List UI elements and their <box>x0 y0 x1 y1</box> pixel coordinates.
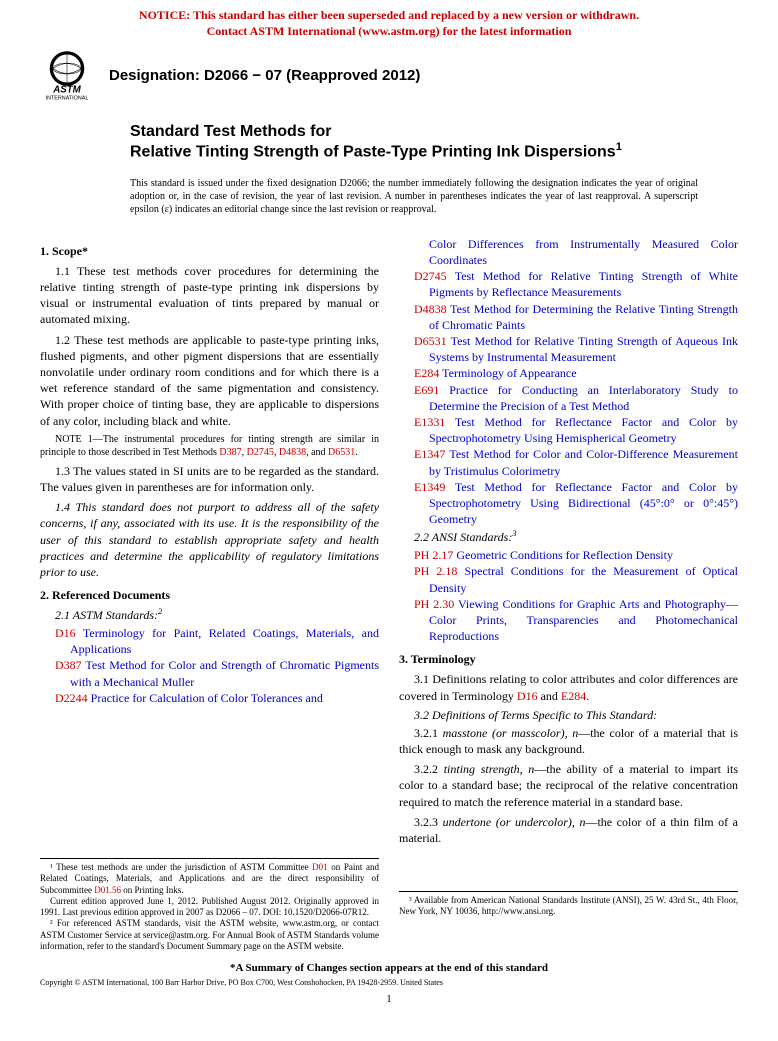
scope-1-3: 1.3 The values stated in SI units are to… <box>40 463 379 495</box>
summary-note: *A Summary of Changes section appears at… <box>40 962 738 974</box>
link-committee-d01[interactable]: D01 <box>312 862 328 872</box>
reference-E284: E284 Terminology of Appearance <box>399 365 738 381</box>
reference-D4838: D4838 Test Method for Determining the Re… <box>399 301 738 333</box>
right-column: Color Differences from Instrumentally Me… <box>399 236 738 850</box>
svg-text:INTERNATIONAL: INTERNATIONAL <box>46 95 89 101</box>
term-3-2-3: 3.2.3 undertone (or undercolor), n—the c… <box>399 814 738 846</box>
reference-E691: E691 Practice for Conducting an Interlab… <box>399 382 738 414</box>
footnote-3: ³ Available from American National Stand… <box>399 895 738 918</box>
ref-code-D4838[interactable]: D4838 <box>414 302 447 316</box>
ansi-refs: PH 2.17 Geometric Conditions for Reflect… <box>399 547 738 644</box>
scope-1-4: 1.4 This standard does not purport to ad… <box>40 499 379 580</box>
notice-banner: NOTICE: This standard has either been su… <box>40 0 738 43</box>
ref-text-E691[interactable]: Practice for Conducting an Interlaborato… <box>429 383 738 413</box>
ref-code-E691[interactable]: E691 <box>414 383 439 397</box>
note-1: NOTE 1—The instrumental procedures for t… <box>40 433 379 459</box>
astm-standards-sub: 2.1 ASTM Standards:2 <box>40 607 379 623</box>
term-3-2-1: 3.2.1 masstone (or masscolor), n—the col… <box>399 725 738 757</box>
ref-code-D2745[interactable]: D2745 <box>414 269 447 283</box>
ansi-standards-sub: 2.2 ANSI Standards:3 <box>399 529 738 545</box>
d2244-continuation: Color Differences from Instrumentally Me… <box>399 236 738 268</box>
copyright: Copyright © ASTM International, 100 Barr… <box>40 978 738 987</box>
ref-code-PH 2.17[interactable]: PH 2.17 <box>414 548 453 562</box>
page-number: 1 <box>40 993 738 1005</box>
footnotes: ¹ These test methods are under the juris… <box>40 858 738 952</box>
notice-line2: Contact ASTM International (www.astm.org… <box>207 24 572 38</box>
ref-text-D2745[interactable]: Test Method for Relative Tinting Strengt… <box>429 269 738 299</box>
issue-disclaimer: This standard is issued under the fixed … <box>130 177 698 216</box>
ref-text-E1331[interactable]: Test Method for Reflectance Factor and C… <box>429 415 738 445</box>
link-e284[interactable]: E284 <box>561 689 586 703</box>
reference-PH 2.17: PH 2.17 Geometric Conditions for Reflect… <box>399 547 738 563</box>
ref-code-E1349[interactable]: E1349 <box>414 480 445 494</box>
footnote-1b: Current edition approved June 1, 2012. P… <box>40 896 379 919</box>
title-main: Relative Tinting Strength of Paste-Type … <box>130 141 738 162</box>
scope-1-2: 1.2 These test methods are applicable to… <box>40 332 379 429</box>
link-d6531[interactable]: D6531 <box>328 447 355 458</box>
astm-refs-right: D2745 Test Method for Relative Tinting S… <box>399 268 738 527</box>
title-block: Standard Test Methods for Relative Tinti… <box>130 122 738 162</box>
reference-PH 2.30: PH 2.30 Viewing Conditions for Graphic A… <box>399 596 738 645</box>
reference-E1347: E1347 Test Method for Color and Color-Di… <box>399 446 738 478</box>
ref-text-E1349[interactable]: Test Method for Reflectance Factor and C… <box>429 480 738 526</box>
reference-PH 2.18: PH 2.18 Spectral Conditions for the Meas… <box>399 563 738 595</box>
title-pre: Standard Test Methods for <box>130 122 738 141</box>
reference-D6531: D6531 Test Method for Relative Tinting S… <box>399 333 738 365</box>
ref-text-E284[interactable]: Terminology of Appearance <box>439 366 576 380</box>
refdocs-head: 2. Referenced Documents <box>40 588 379 603</box>
header-row: ASTMINTERNATIONAL Designation: D2066 − 0… <box>40 48 738 102</box>
footnote-2: ² For referenced ASTM standards, visit t… <box>40 918 379 952</box>
ref-code-D6531[interactable]: D6531 <box>414 334 447 348</box>
reference-D2745: D2745 Test Method for Relative Tinting S… <box>399 268 738 300</box>
ref-text-E1347[interactable]: Test Method for Color and Color-Differen… <box>429 447 738 477</box>
ref-code-PH 2.18[interactable]: PH 2.18 <box>414 564 457 578</box>
reference-D2244: D2244 Practice for Calculation of Color … <box>40 690 379 706</box>
reference-D16: D16 Terminology for Paint, Related Coati… <box>40 625 379 657</box>
ref-text-D16[interactable]: Terminology for Paint, Related Coatings,… <box>70 626 379 656</box>
footnote-col-right: ³ Available from American National Stand… <box>399 858 738 952</box>
astm-logo: ASTMINTERNATIONAL <box>40 48 94 102</box>
ref-text-D4838[interactable]: Test Method for Determining the Relative… <box>429 302 738 332</box>
ref-text-PH 2.17[interactable]: Geometric Conditions for Reflection Dens… <box>453 548 673 562</box>
ref-code-E284[interactable]: E284 <box>414 366 439 380</box>
ref-text-D387[interactable]: Test Method for Color and Strength of Ch… <box>70 658 379 688</box>
reference-E1331: E1331 Test Method for Reflectance Factor… <box>399 414 738 446</box>
link-d16[interactable]: D16 <box>517 689 538 703</box>
left-column: 1. Scope* 1.1 These test methods cover p… <box>40 236 379 850</box>
link-d387[interactable]: D387 <box>219 447 241 458</box>
notice-line1: NOTICE: This standard has either been su… <box>139 8 639 22</box>
ref-text-D2244[interactable]: Practice for Calculation of Color Tolera… <box>88 691 323 705</box>
term-3-1: 3.1 Definitions relating to color attrib… <box>399 671 738 703</box>
scope-1-1: 1.1 These test methods cover procedures … <box>40 263 379 328</box>
link-d2745[interactable]: D2745 <box>247 447 274 458</box>
reference-D387: D387 Test Method for Color and Strength … <box>40 657 379 689</box>
reference-E1349: E1349 Test Method for Reflectance Factor… <box>399 479 738 528</box>
scope-head: 1. Scope* <box>40 244 379 259</box>
term-3-2-2: 3.2.2 tinting strength, n—the ability of… <box>399 761 738 810</box>
ref-code-E1331[interactable]: E1331 <box>414 415 445 429</box>
ref-code-E1347[interactable]: E1347 <box>414 447 445 461</box>
footnote-col-left: ¹ These test methods are under the juris… <box>40 858 379 952</box>
ref-code-D2244[interactable]: D2244 <box>55 691 88 705</box>
ref-code-PH 2.30[interactable]: PH 2.30 <box>414 597 454 611</box>
ref-text-PH 2.18[interactable]: Spectral Conditions for the Measurement … <box>429 564 738 594</box>
link-d4838[interactable]: D4838 <box>279 447 306 458</box>
ref-text-PH 2.30[interactable]: Viewing Conditions for Graphic Arts and … <box>429 597 738 643</box>
terminology-head: 3. Terminology <box>399 652 738 667</box>
ref-code-D16[interactable]: D16 <box>55 626 76 640</box>
svg-text:ASTM: ASTM <box>52 84 81 95</box>
body-columns: 1. Scope* 1.1 These test methods cover p… <box>40 236 738 850</box>
ref-text-D6531[interactable]: Test Method for Relative Tinting Strengt… <box>429 334 738 364</box>
link-subcommittee[interactable]: D01.56 <box>94 885 121 895</box>
footnote-1: ¹ These test methods are under the juris… <box>40 862 379 896</box>
ref-code-D387[interactable]: D387 <box>55 658 82 672</box>
term-3-2-sub: 3.2 Definitions of Terms Specific to Thi… <box>399 708 738 723</box>
astm-refs-left: D16 Terminology for Paint, Related Coati… <box>40 625 379 706</box>
designation: Designation: D2066 − 07 (Reapproved 2012… <box>109 67 420 84</box>
